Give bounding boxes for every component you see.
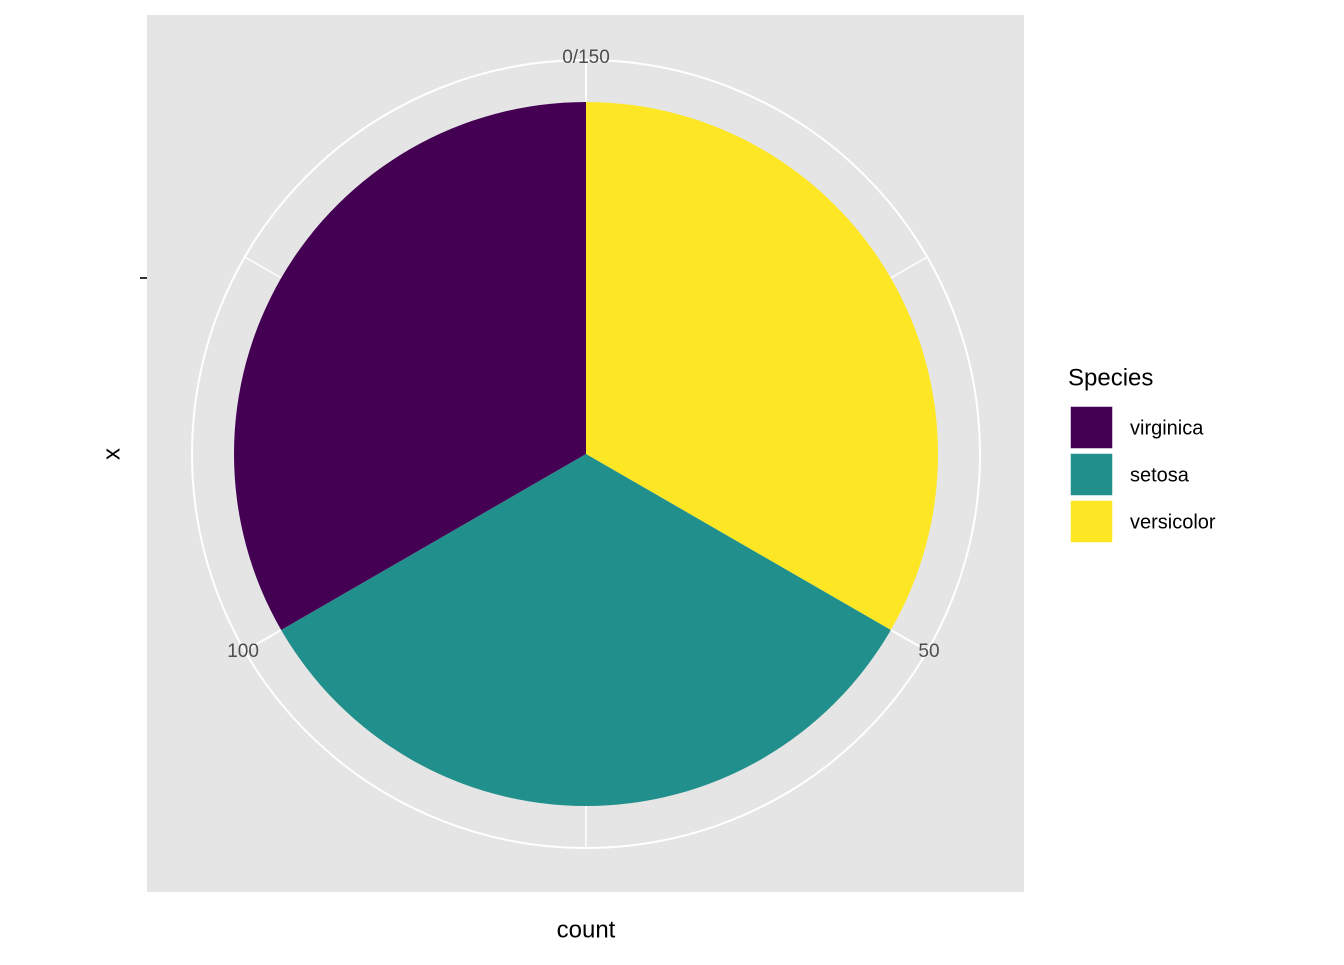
pie-slice — [586, 102, 938, 630]
legend-label: versicolor — [1130, 511, 1216, 533]
pie-slice — [234, 102, 587, 630]
x-axis-title: x — [98, 448, 125, 460]
legend-key — [1069, 405, 1114, 450]
legend-label: setosa — [1130, 464, 1190, 486]
legend-title: Species — [1068, 364, 1153, 391]
legend-label: virginica — [1130, 417, 1204, 439]
legend-key — [1069, 499, 1114, 544]
legend-key — [1069, 452, 1114, 497]
tick-label: 100 — [227, 641, 259, 662]
y-axis-title: count — [557, 916, 616, 943]
tick-label: 0/150 — [562, 47, 610, 68]
tick-label: 50 — [918, 641, 939, 662]
